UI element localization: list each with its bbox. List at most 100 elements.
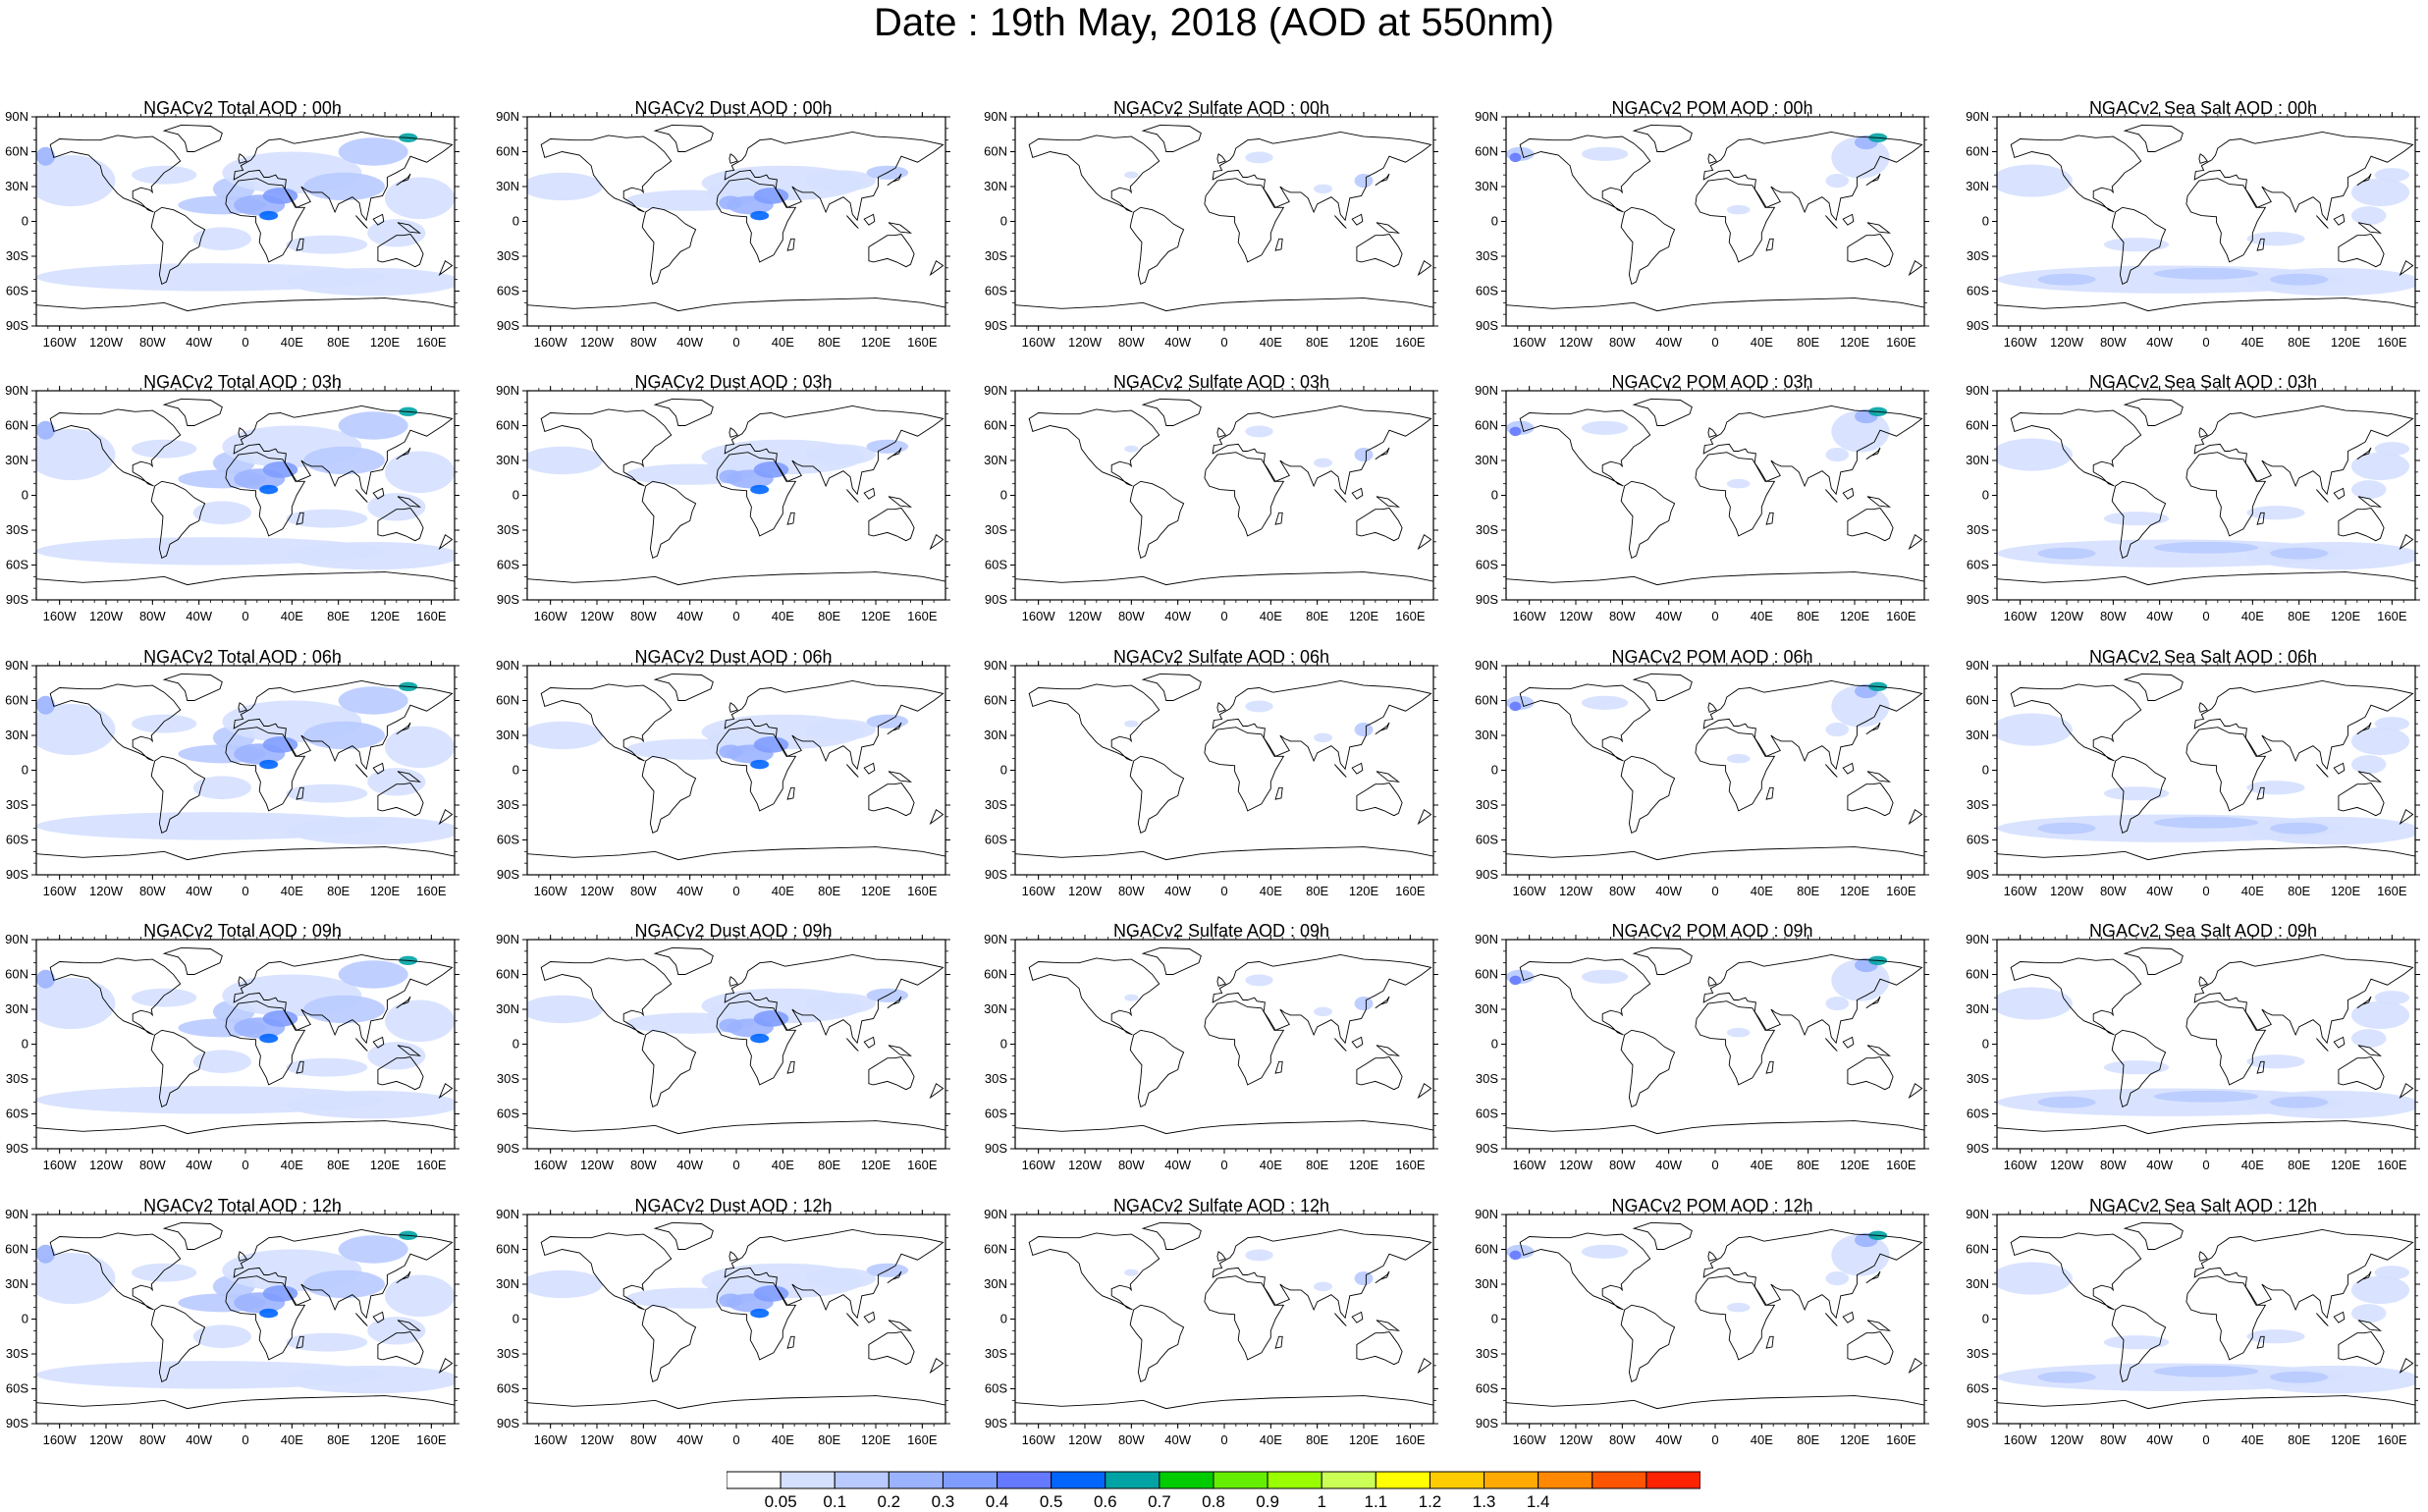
coastline [397,1045,422,1056]
coastline [1825,1038,1838,1052]
coastline [150,1304,206,1383]
coastline [1376,771,1401,783]
lat-tick-label: 90S [1476,1416,1498,1431]
lat-tick-label: 60S [1476,833,1498,847]
coastline [1620,1029,1676,1108]
lon-tick-label: 160W [534,1432,568,1447]
lat-tick-label: 0 [1982,763,1989,778]
aod-plume [36,978,116,1030]
coastline [1356,508,1403,542]
aod-plume [1997,713,2073,746]
panel-title: NGACv2 Dust AOD : 06h [634,647,833,667]
lat-tick-label: 30N [5,728,28,742]
lat-tick-label: 0 [1982,1037,1989,1052]
lon-tick-label: 120E [1349,335,1379,350]
coastline [1519,957,1651,1036]
lat-tick-label: 30S [6,522,28,537]
lat-tick-label: 30N [496,1276,519,1291]
lat-tick-label: 90N [496,383,519,398]
coastline [1376,1320,1401,1331]
coastline [1375,722,1390,735]
lon-tick-label: 120W [89,609,124,623]
lat-tick-label: 60N [5,967,28,982]
coastline [296,512,304,525]
coastline [887,996,902,1009]
coastline [1015,1120,1433,1135]
coastline [1334,1038,1347,1052]
aod-plume [2103,238,2170,252]
aod-plume [36,1244,55,1264]
coastline [786,238,795,251]
coastline [724,679,944,771]
aod-plume [1245,700,1273,713]
lon-tick-label: 120W [1068,609,1103,623]
lon-tick-label: 160E [2377,609,2407,623]
aod-plume [286,783,368,803]
coastline [49,408,182,487]
lat-tick-label: 30N [984,1001,1007,1016]
lon-tick-label: 160E [1395,884,1426,898]
lon-tick-label: 160W [43,884,78,898]
coastline [1015,1395,1433,1410]
lon-tick-label: 40W [1655,609,1682,623]
lon-tick-label: 80E [327,1432,350,1447]
lon-tick-label: 160W [2004,1158,2038,1172]
coastline [355,1313,368,1326]
lon-tick-label: 120E [2331,884,2361,898]
lon-tick-label: 0 [2202,1432,2209,1447]
aod-plume [338,137,408,166]
lon-tick-label: 80W [139,335,166,350]
colorbar-label: 0.7 [1148,1492,1171,1511]
lat-tick-label: 60S [497,558,519,572]
coastline [2111,206,2167,286]
lat-tick-label: 30S [985,1346,1007,1361]
lat-tick-label: 90N [5,109,28,124]
aod-plume [1509,1250,1522,1261]
lon-tick-label: 0 [1220,609,1227,623]
lon-tick-label: 80E [818,335,840,350]
map-panel: 90N 60N 30N 0 30S 60S 90S 160W 120W 80W 40W 0 40E 80E… [491,639,976,913]
lon-tick-label: 80W [1118,1432,1145,1447]
map-plot: 90N 60N 30N 0 30S 60S 90S 160W 120W 80W 40W 0 40E 80E… [1966,109,2420,350]
lat-tick-label: 60S [497,833,519,847]
lon-tick-label: 40E [772,1432,794,1447]
coastline [2333,1036,2346,1049]
aod-plume [750,484,770,495]
lon-tick-label: 0 [242,609,248,623]
coastline [1334,1313,1347,1326]
coastline [868,1331,915,1366]
map-plot: 90N 60N 30N 0 30S 60S 90S 160W 120W 80W 40W 0 40E 80E… [496,1207,950,1447]
coastline [1274,1060,1283,1074]
coastline [929,809,944,826]
coastline [1866,1320,1892,1331]
coastline [540,683,673,762]
coastline [2399,809,2414,826]
coastline [527,571,945,586]
lat-tick-label: 0 [22,1037,28,1052]
lat-tick-label: 60S [6,1381,28,1396]
lat-tick-label: 90N [1966,109,1989,124]
aod-plume [259,1033,279,1044]
coastline [1695,178,1776,263]
lon-tick-label: 40E [1751,1158,1773,1172]
coastline [2357,771,2383,783]
lat-tick-label: 90N [1966,932,1989,946]
coastline [2333,1311,2346,1323]
aod-plume [1997,164,2073,197]
coastline [1375,1270,1390,1284]
coastline [1765,238,1774,251]
map-panel: 90N 60N 30N 0 30S 60S 90S 160W 120W 80W 40W 0 40E 80E… [0,90,485,364]
panel-title: NGACv2 POM AOD : 12h [1611,1196,1813,1215]
coastline [162,124,223,152]
coastline [1334,489,1347,503]
coastline [653,124,714,152]
lon-tick-label: 160W [43,335,78,350]
aod-plume [1581,1244,1629,1259]
coastline [1707,153,1717,164]
lat-tick-label: 60N [5,418,28,433]
aod-plume [2374,717,2410,731]
aod-plume [262,1010,298,1027]
aod-plume [286,1332,368,1352]
lon-tick-label: 40W [1655,1158,1682,1172]
aod-plume [1314,458,1333,468]
